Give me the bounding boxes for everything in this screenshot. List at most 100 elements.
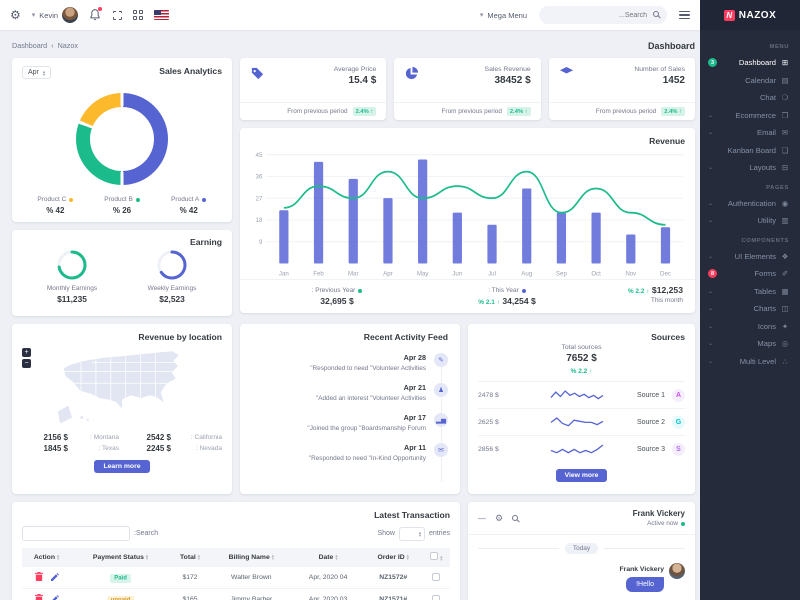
sidebar-item-label: Layouts [749,163,776,173]
column-header-payment-status[interactable]: Payment Status ▴ ▾ [71,548,170,567]
svg-text:27: 27 [256,195,263,202]
location-stat--montana: 2156 $: Montana [43,433,119,442]
fullscreen-icon[interactable] [111,8,125,22]
month-filter-select[interactable]: Apr ▴ ▾ [22,66,52,79]
sidebar-item-ecommerce[interactable]: ⌄ Ecommerce ❒ [708,107,790,125]
earning-row: Monthly Earnings $11,235 Weekly Earnings $… [22,249,222,304]
activity-item: Apr 21 "Added an interest "Volunteer Acti… [252,383,448,402]
column-header-select[interactable]: ▴ ▾ [422,548,450,567]
sidebar-item-icons[interactable]: ⌄ Icons ✦ [708,318,790,336]
sidebar-item-label: Calendar [745,75,776,85]
column-header-action[interactable]: Action ▴ ▾ [22,548,72,567]
hamburger-menu-icon[interactable] [679,10,690,20]
sidebar-item-label: Kanban Board [727,145,776,155]
column-header-billing-name[interactable]: Billing Name ▴ ▾ [210,548,293,567]
table-search-input[interactable] [22,526,130,541]
user-icon: ♟ [434,383,448,397]
edit-icon[interactable] [50,572,59,583]
delete-icon[interactable] [34,594,43,600]
sidebar-item-charts[interactable]: ⌄ Charts ◫ [708,300,790,318]
sidebar-item-forms[interactable]: 8 Forms ✐ [708,265,790,283]
select-arrows-icon: ▴ ▾ [42,68,46,77]
icons-icon: ✦ [781,321,789,331]
sidebar-item-ui-elements[interactable]: ⌄ UI Elements ❖ [708,248,790,266]
chevron-down-icon: ⌄ [708,218,714,225]
sidebar-item-label: Multi Level [739,356,776,366]
sidebar-item-kanban-board[interactable]: Kanban Board ❏ [708,142,790,160]
chat-contact-name: Frank Vickery [632,509,685,518]
chat-minimize-icon[interactable]: — [478,513,486,523]
utility-icon: ▥ [781,216,789,226]
forms-icon: ✐ [781,269,789,279]
sidebar-item-email[interactable]: ⌄ Email ✉ [708,124,790,142]
sources-list: 2478 $ Source 1 A 2625 $ Source 2 G 2856 $… [478,381,685,462]
chevron-down-icon: ⌄ [708,200,714,207]
legend-dot-this-year [521,288,526,293]
source-row-source-3[interactable]: 2856 $ Source 3 S [478,435,685,462]
search-input[interactable] [539,6,667,24]
sidebar-item-label: Utility [757,216,776,226]
select-all-checkbox[interactable] [430,552,439,560]
learn-more-button[interactable]: Learn more [94,460,150,473]
source-row-source-1[interactable]: 2478 $ Source 1 A [478,381,685,408]
map-zoom-in-button[interactable]: + [22,348,31,357]
transaction-row: Paid $172 Walter Brown Apr, 2020 04 NZ1572… [22,566,450,589]
source-logo-icon: A [672,388,685,402]
search-icon [653,11,659,17]
revenue-chart: 45 36 27 18 9 Jan Feb Mar Apr May Jun Jul Aug Sep Oct N… [240,148,695,279]
chat-card: — ⚙ Frank Vickery Active now Today Frank… [468,502,695,600]
user-name: Kevin [39,10,59,20]
delete-icon[interactable] [34,572,43,583]
column-header-date[interactable]: Date ▴ ▾ [292,548,364,567]
breadcrumb[interactable]: Dashboard ‹ Nazox [12,41,78,50]
user-menu[interactable]: ▾ Kevin [32,7,79,23]
usa-map[interactable]: + − [22,346,222,428]
legend-item-product-a: Product A% 42 [155,194,222,215]
sidebar-section-label: PAGES [766,184,789,191]
layouts-icon: ⊟ [781,163,789,173]
sidebar-item-label: Ecommerce [735,110,776,120]
chat-settings-gear-icon[interactable]: ⚙ [495,512,504,523]
column-header-total[interactable]: Total ▴ ▾ [170,548,211,567]
mega-menu-button[interactable]: ▾ Mega Menu [480,11,527,20]
total-sources-label: Total sources [561,344,602,351]
svg-text:Oct: Oct [591,270,601,277]
sidebar-item-calendar[interactable]: Calendar ▤ [708,72,790,90]
status-badge: unpaid [106,595,135,600]
sidebar-item-authentication[interactable]: ⌄ Authentication ◉ [708,195,790,213]
svg-text:Mar: Mar [348,270,359,277]
row-checkbox[interactable] [432,572,441,581]
calendar-icon: ▤ [781,75,789,85]
sidebar-item-label: Icons [757,321,776,331]
legend-value: % 42 [46,206,65,215]
chat-search-icon[interactable] [512,515,519,521]
brand-name: NAZOX [738,9,777,21]
chevron-down-icon: ⌄ [708,130,714,137]
edit-icon[interactable] [51,594,59,600]
apps-grid-icon[interactable] [133,10,143,20]
sidebar-item-chat[interactable]: Chat ❍ [708,89,790,107]
view-more-button[interactable]: View more [555,469,608,482]
day-divider: Today [478,543,686,554]
delta-badge: 2.4% ↑ [352,107,377,116]
row-checkbox[interactable] [432,594,441,600]
map-zoom-out-button[interactable]: − [22,359,31,368]
card-title: Sales Analytics [159,66,222,76]
settings-gear-icon[interactable]: ⚙ [10,8,21,22]
sidebar-item-layouts[interactable]: ⌄ Layouts ⊟ [708,159,790,177]
column-header-order-id[interactable]: Order ID ▴ ▾ [363,548,423,567]
svg-text:Jun: Jun [452,270,462,277]
sidebar-item-utility[interactable]: ⌄ Utility ▥ [708,212,790,230]
sidebar-item-label: Maps [757,339,776,349]
source-row-source-2[interactable]: 2625 $ Source 2 G [478,408,685,435]
sidebar-item-label: UI Elements [734,251,776,261]
language-flag-icon[interactable] [153,10,169,20]
sidebar-item-maps[interactable]: ⌄ Maps ◎ [708,335,790,353]
brand-logo[interactable]: N NAZOX [700,0,800,30]
notifications-bell-icon[interactable] [89,7,103,22]
sidebar-item-multi-level[interactable]: ⌄ Multi Level ∴ [708,353,790,371]
entries-select[interactable]: ▴ ▾ [398,526,425,541]
chevron-down-icon: ⌄ [708,253,714,260]
sidebar-item-tables[interactable]: ⌄ Tables ▦ [708,283,790,301]
sidebar-item-dashboard[interactable]: 3 Dashboard ⊞ [708,54,790,72]
